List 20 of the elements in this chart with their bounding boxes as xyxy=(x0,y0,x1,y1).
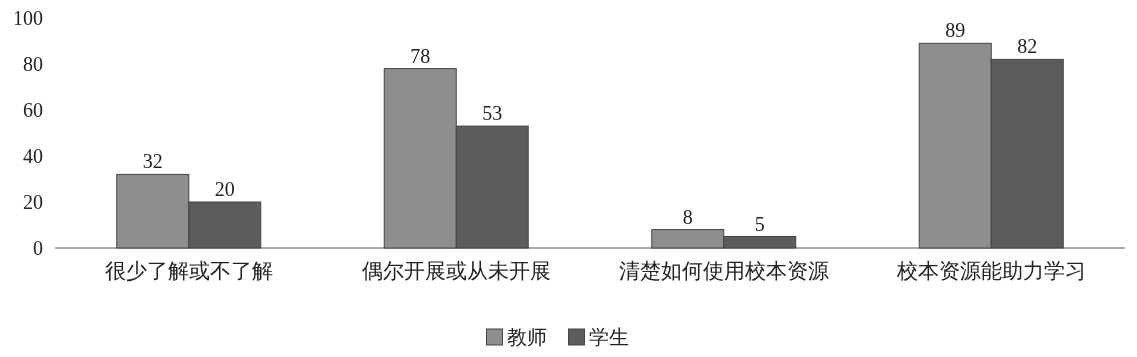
x-tick-label: 偶尔开展或从未开展 xyxy=(361,259,551,283)
data-label: 20 xyxy=(214,178,235,200)
data-label: 82 xyxy=(1017,35,1038,58)
data-label: 8 xyxy=(682,205,693,228)
x-tick-label: 很少了解或不了解 xyxy=(104,259,273,283)
data-label: 78 xyxy=(410,44,431,67)
x-tick-label: 清楚如何使用校本资源 xyxy=(618,259,829,283)
data-label: 89 xyxy=(945,19,966,42)
data-label: 5 xyxy=(754,212,765,235)
legend-label: 教师 xyxy=(506,326,547,348)
data-label: 32 xyxy=(142,150,163,173)
y-tick-label: 100 xyxy=(13,7,43,29)
y-tick-label: 40 xyxy=(23,145,43,167)
legend-label: 学生 xyxy=(588,326,629,348)
y-tick-label: 0 xyxy=(33,237,43,259)
y-tick-label: 60 xyxy=(23,99,43,121)
y-tick-label: 80 xyxy=(23,53,43,75)
x-tick-label: 校本资源能助力学习 xyxy=(895,259,1086,283)
y-tick-label: 20 xyxy=(23,191,43,213)
data-label: 53 xyxy=(482,102,503,125)
